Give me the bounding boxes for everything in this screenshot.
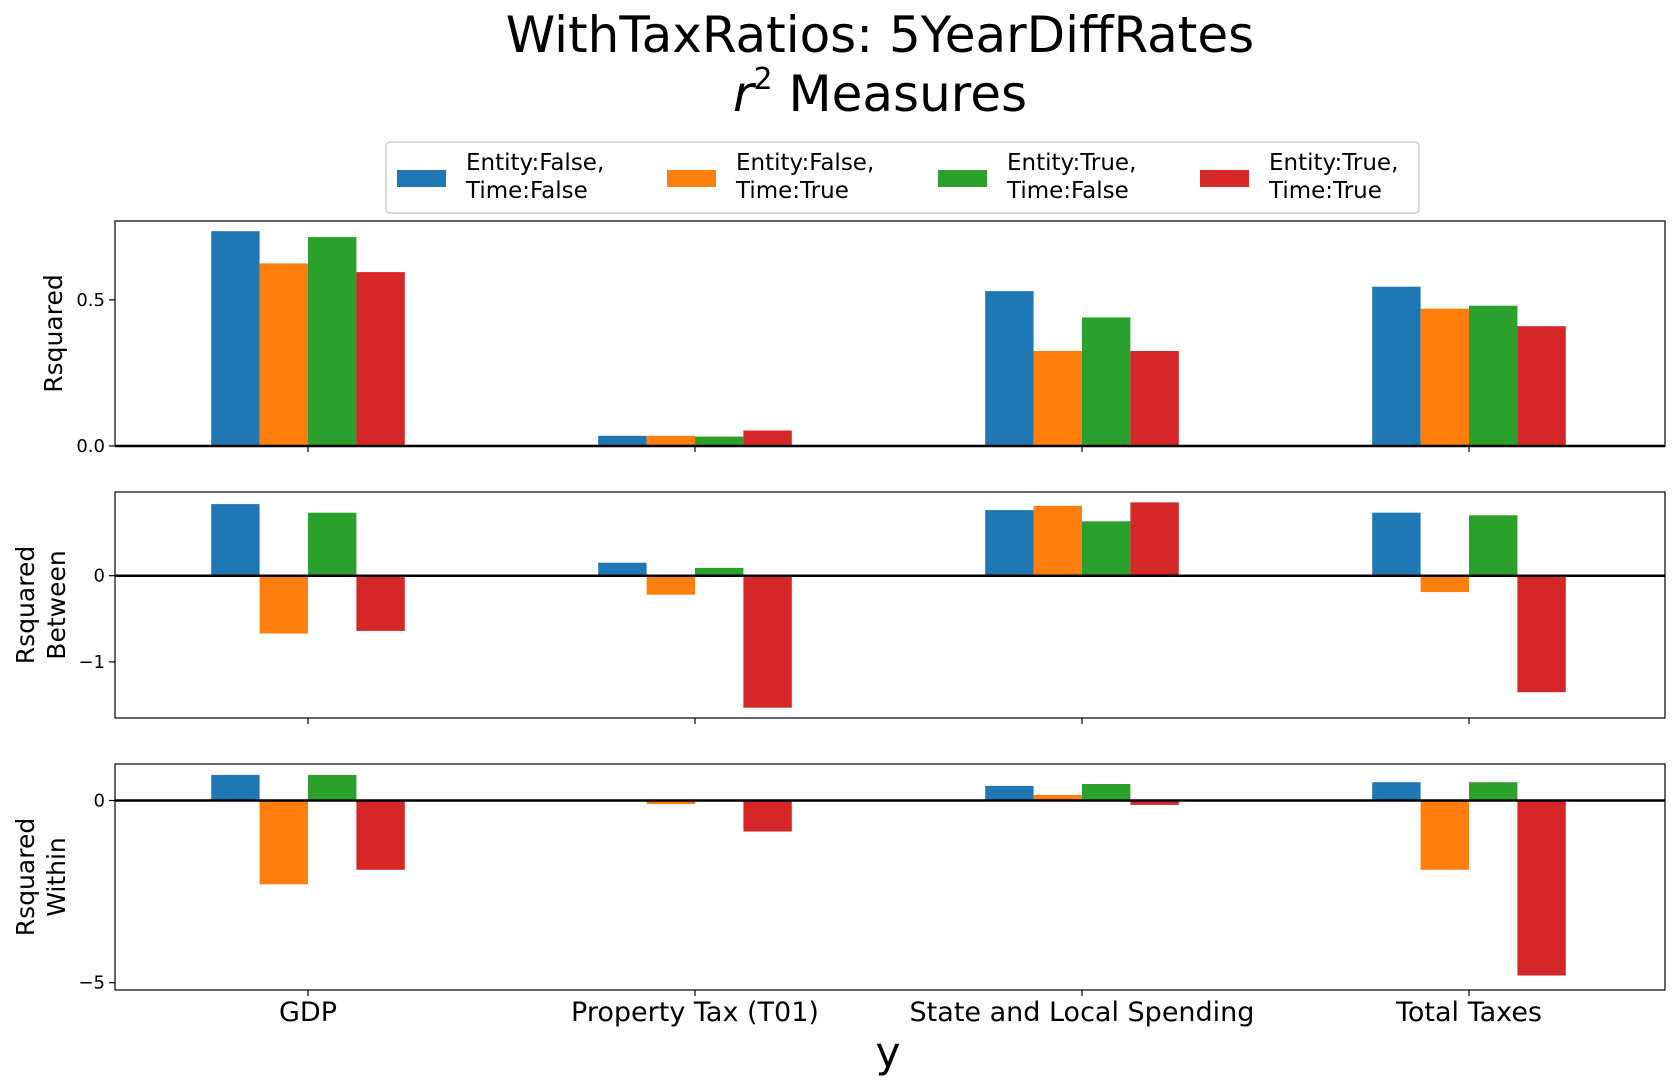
- legend-label-et-tt-line1: Entity:True,: [1269, 150, 1398, 176]
- bar-ef-tf: [985, 510, 1034, 576]
- axes-frame: [114, 763, 1666, 991]
- bar-et-tt: [1517, 575, 1566, 693]
- legend: Entity:False, Time:False Entity:False, T…: [385, 141, 1420, 214]
- bar-ef-tt: [1033, 351, 1082, 446]
- legend-label-et-tf-line1: Entity:True,: [1007, 150, 1136, 176]
- bar-et-tt: [743, 575, 792, 708]
- legend-entry-et-tt: Entity:True, Time:True: [1200, 150, 1398, 204]
- bar-et-tf: [1082, 784, 1131, 801]
- bar-et-tt: [1517, 800, 1566, 976]
- subplot-rsquared-within: −5 0 Rsquared Within: [11, 763, 1666, 996]
- bar-et-tf: [1469, 515, 1518, 576]
- axes-frame: [114, 491, 1666, 719]
- bar-ef-tt: [1420, 800, 1469, 870]
- bar-et-tt: [356, 272, 405, 446]
- bar-ef-tf: [985, 785, 1034, 801]
- bar-et-tt: [1130, 502, 1179, 576]
- legend-label-ef-tf-line2: Time:False: [465, 178, 588, 204]
- x-tick-label: Property Tax (T01): [571, 997, 819, 1028]
- bar-ef-tf: [211, 774, 260, 801]
- y-tick-label: −1: [78, 652, 105, 673]
- bar-ef-tt: [646, 575, 695, 595]
- subplot-rsquared: 0.0 0.5 Rsquared: [39, 220, 1666, 457]
- bar-ef-tf: [598, 562, 647, 576]
- x-tick-label: GDP: [279, 997, 337, 1028]
- y-axis-label: Within: [42, 837, 71, 917]
- axes-frame: [114, 220, 1666, 447]
- bar-ef-tt: [1420, 575, 1469, 593]
- bar-ef-tt: [1420, 308, 1469, 446]
- bar-et-tt: [743, 800, 792, 832]
- legend-swatch-red: [1200, 170, 1249, 187]
- bar-et-tf: [1082, 317, 1131, 446]
- bar-ef-tt: [1033, 505, 1082, 576]
- bar-et-tt: [356, 575, 405, 631]
- y-axis-label: Between: [42, 550, 71, 659]
- bar-ef-tf: [211, 231, 260, 446]
- bar-ef-tf: [1372, 286, 1421, 446]
- title-measures-text: Measures: [773, 65, 1027, 123]
- y-axis-label: Rsquared: [11, 546, 40, 664]
- bar-et-tf: [1469, 782, 1518, 801]
- bar-et-tf: [308, 512, 357, 576]
- legend-swatch-green: [938, 170, 987, 187]
- bar-ef-tt: [259, 263, 308, 446]
- x-axis-label: y: [876, 1028, 901, 1077]
- bar-et-tf: [695, 436, 744, 446]
- subplot-rsquared-between: −1 0 Rsquared Between: [11, 491, 1666, 724]
- legend-label-et-tt-line2: Time:True: [1268, 178, 1382, 204]
- legend-label-et-tf-line2: Time:False: [1006, 178, 1129, 204]
- bar-ef-tt: [259, 800, 308, 885]
- bar-ef-tf: [598, 435, 647, 446]
- legend-label-ef-tf-line1: Entity:False,: [466, 150, 604, 176]
- y-axis-label: Rsquared: [11, 818, 40, 936]
- bar-ef-tf: [1372, 782, 1421, 801]
- x-tick-label: State and Local Spending: [910, 997, 1255, 1028]
- chart-title-line1: WithTaxRatios: 5YearDiffRates: [506, 6, 1254, 64]
- bar-et-tt: [356, 800, 405, 870]
- y-tick-label: 0: [94, 566, 105, 587]
- title-superscript: 2: [754, 62, 773, 97]
- legend-swatch-blue: [397, 170, 446, 187]
- legend-entry-ef-tt: Entity:False, Time:True: [667, 150, 874, 204]
- y-tick-label: −5: [78, 973, 105, 994]
- y-tick-label: 0.5: [76, 290, 105, 311]
- bar-et-tf: [1469, 305, 1518, 446]
- bar-ef-tf: [1372, 512, 1421, 576]
- bar-et-tf: [308, 237, 357, 446]
- bar-et-tt: [1130, 800, 1179, 805]
- legend-frame: [385, 141, 1420, 214]
- legend-entry-ef-tf: Entity:False, Time:False: [397, 150, 604, 204]
- bar-ef-tt: [259, 575, 308, 634]
- bar-ef-tf: [985, 291, 1034, 446]
- bar-et-tf: [1082, 521, 1131, 576]
- bar-et-tf: [308, 774, 357, 801]
- bar-et-tt: [743, 430, 792, 446]
- bar-et-tf: [695, 567, 744, 576]
- legend-entry-et-tf: Entity:True, Time:False: [938, 150, 1136, 204]
- y-tick-label: 0.0: [76, 436, 105, 457]
- title-r-symbol: r: [733, 65, 757, 123]
- x-tick-label: Total Taxes: [1395, 997, 1542, 1028]
- y-tick-label: 0: [94, 791, 105, 812]
- chart-title-line2: r2 Measures: [733, 62, 1027, 123]
- bar-ef-tt: [646, 800, 695, 805]
- bar-ef-tt: [646, 435, 695, 446]
- bar-et-tt: [1130, 351, 1179, 446]
- legend-label-ef-tt-line1: Entity:False,: [736, 150, 874, 176]
- bar-ef-tt: [1033, 795, 1082, 801]
- legend-swatch-orange: [667, 170, 716, 187]
- y-axis-label: Rsquared: [39, 274, 68, 392]
- bar-ef-tf: [211, 504, 260, 576]
- bar-et-tt: [1517, 326, 1566, 446]
- legend-label-ef-tt-line2: Time:True: [735, 178, 849, 204]
